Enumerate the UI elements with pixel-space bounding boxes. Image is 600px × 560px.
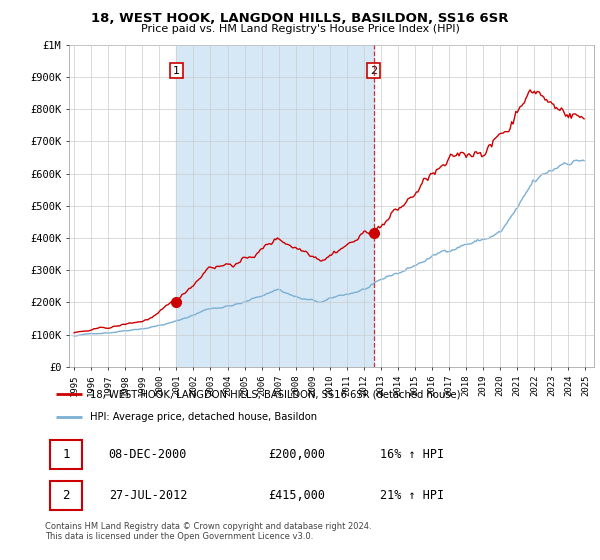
FancyBboxPatch shape bbox=[50, 480, 82, 510]
Text: 18, WEST HOOK, LANGDON HILLS, BASILDON, SS16 6SR (detached house): 18, WEST HOOK, LANGDON HILLS, BASILDON, … bbox=[90, 389, 461, 399]
Text: 2: 2 bbox=[370, 66, 377, 76]
Text: £415,000: £415,000 bbox=[268, 489, 325, 502]
Text: 1: 1 bbox=[62, 448, 70, 461]
Text: 16% ↑ HPI: 16% ↑ HPI bbox=[380, 448, 443, 461]
Bar bbox=[176, 45, 374, 367]
Text: 1: 1 bbox=[173, 66, 180, 76]
Text: 27-JUL-2012: 27-JUL-2012 bbox=[109, 489, 187, 502]
Text: 08-DEC-2000: 08-DEC-2000 bbox=[109, 448, 187, 461]
Text: 2: 2 bbox=[62, 489, 70, 502]
Text: Contains HM Land Registry data © Crown copyright and database right 2024.
This d: Contains HM Land Registry data © Crown c… bbox=[45, 522, 371, 542]
FancyBboxPatch shape bbox=[50, 440, 82, 469]
Text: 21% ↑ HPI: 21% ↑ HPI bbox=[380, 489, 443, 502]
Text: 18, WEST HOOK, LANGDON HILLS, BASILDON, SS16 6SR: 18, WEST HOOK, LANGDON HILLS, BASILDON, … bbox=[91, 12, 509, 25]
Text: £200,000: £200,000 bbox=[268, 448, 325, 461]
Text: HPI: Average price, detached house, Basildon: HPI: Average price, detached house, Basi… bbox=[90, 412, 317, 422]
Text: Price paid vs. HM Land Registry's House Price Index (HPI): Price paid vs. HM Land Registry's House … bbox=[140, 24, 460, 34]
